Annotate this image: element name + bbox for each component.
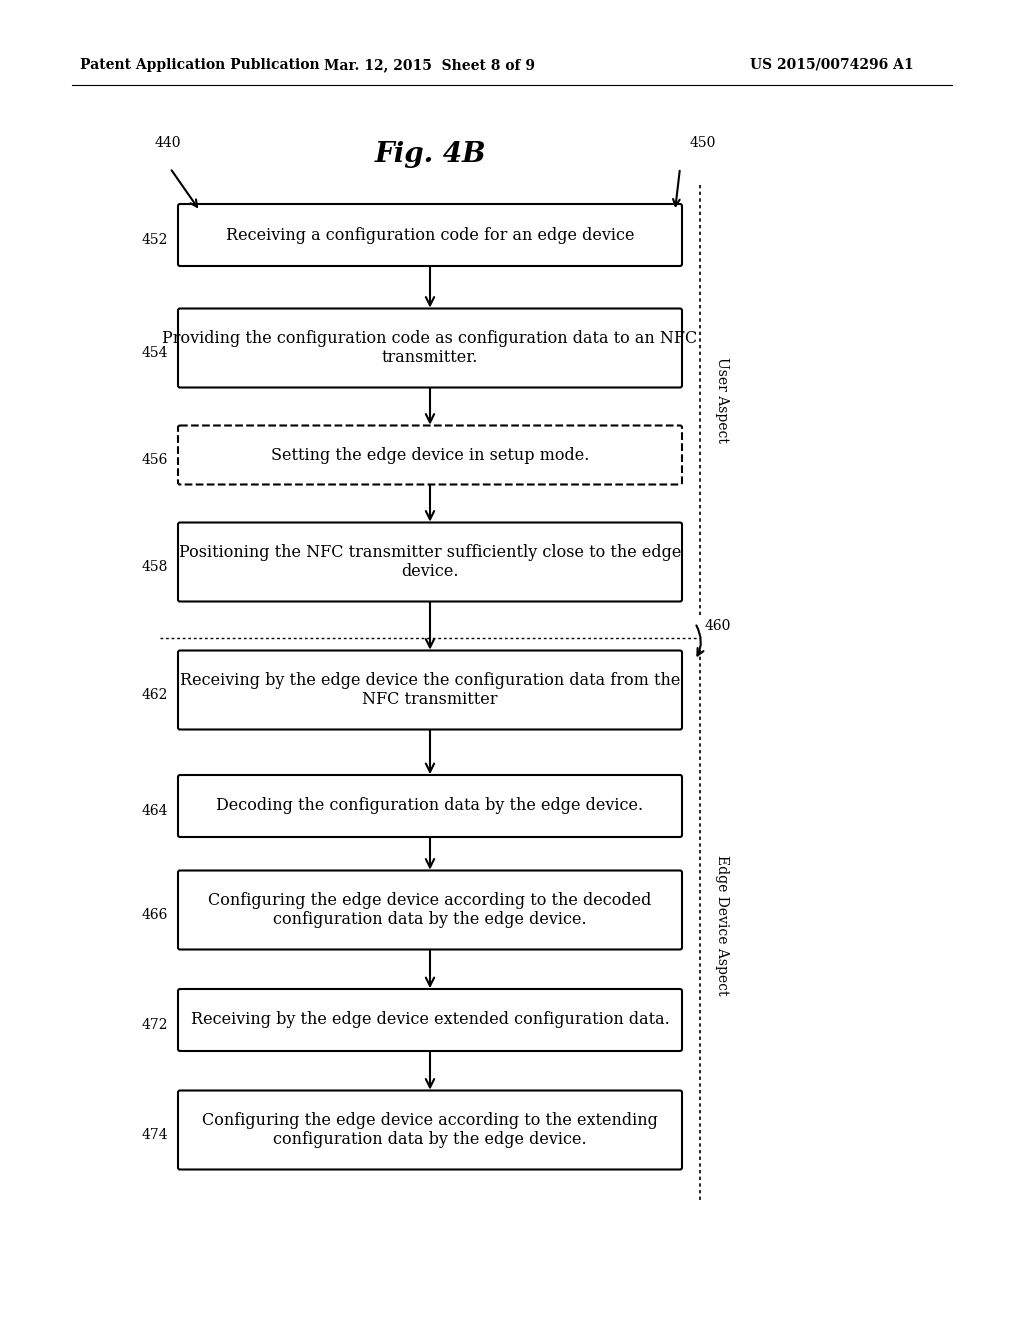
FancyBboxPatch shape [178,309,682,388]
Text: Configuring the edge device according to the decoded
configuration data by the e: Configuring the edge device according to… [208,892,651,928]
FancyBboxPatch shape [178,651,682,730]
Text: Edge Device Aspect: Edge Device Aspect [715,855,729,995]
Text: User Aspect: User Aspect [715,358,729,444]
Text: 450: 450 [690,136,717,150]
FancyBboxPatch shape [178,205,682,267]
FancyBboxPatch shape [178,775,682,837]
Text: Positioning the NFC transmitter sufficiently close to the edge
device.: Positioning the NFC transmitter sufficie… [179,544,681,581]
Text: Receiving by the edge device the configuration data from the
NFC transmitter: Receiving by the edge device the configu… [180,672,680,709]
Text: 440: 440 [155,136,181,150]
Text: 466: 466 [141,908,168,921]
Text: 462: 462 [141,688,168,702]
FancyBboxPatch shape [178,989,682,1051]
Text: Patent Application Publication: Patent Application Publication [80,58,319,73]
Text: 458: 458 [141,560,168,574]
Text: Fig. 4B: Fig. 4B [374,141,485,169]
Text: 474: 474 [141,1129,168,1142]
FancyBboxPatch shape [178,425,682,484]
FancyBboxPatch shape [178,870,682,949]
Text: Decoding the configuration data by the edge device.: Decoding the configuration data by the e… [216,797,643,814]
Text: Providing the configuration code as configuration data to an NFC
transmitter.: Providing the configuration code as conf… [163,330,697,366]
Text: 472: 472 [141,1018,168,1032]
Text: 452: 452 [141,234,168,247]
Text: Configuring the edge device according to the extending
configuration data by the: Configuring the edge device according to… [202,1111,658,1148]
Text: 456: 456 [141,453,168,467]
Text: 454: 454 [141,346,168,360]
Text: Setting the edge device in setup mode.: Setting the edge device in setup mode. [270,446,589,463]
Text: Mar. 12, 2015  Sheet 8 of 9: Mar. 12, 2015 Sheet 8 of 9 [325,58,536,73]
Text: 460: 460 [705,619,731,634]
Text: Receiving by the edge device extended configuration data.: Receiving by the edge device extended co… [190,1011,670,1028]
FancyBboxPatch shape [178,1090,682,1170]
Text: Receiving a configuration code for an edge device: Receiving a configuration code for an ed… [225,227,634,243]
Text: US 2015/0074296 A1: US 2015/0074296 A1 [750,58,913,73]
Text: 464: 464 [141,804,168,818]
FancyBboxPatch shape [178,523,682,602]
